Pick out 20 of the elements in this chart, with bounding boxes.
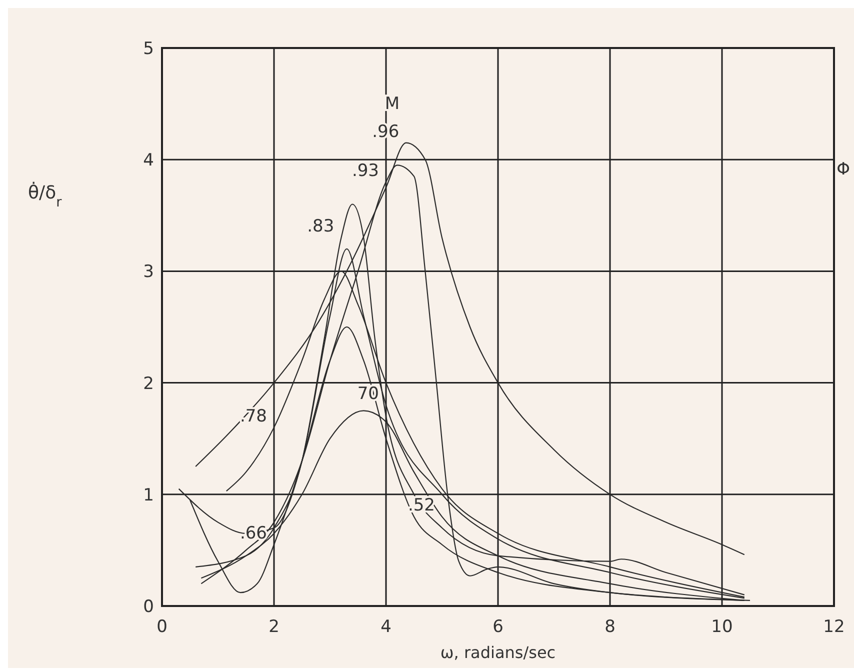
annotation: M: [384, 94, 400, 114]
x-tick-label: 2: [268, 617, 280, 637]
y-tick-label: 3: [143, 262, 154, 282]
annotation: .83: [307, 216, 334, 237]
x-tick-label: 12: [823, 617, 845, 637]
annotation: .78: [240, 406, 267, 426]
y-tick-label: 4: [143, 150, 154, 171]
x-tick-label: 8: [604, 617, 616, 637]
y-tick-label: 2: [143, 374, 154, 394]
y-tick-label: 1: [143, 485, 154, 506]
text: Φ: [836, 159, 850, 180]
x-tick-label: 0: [156, 617, 168, 637]
x-tick-label: 10: [711, 617, 733, 637]
annotation: .93: [352, 160, 379, 181]
x-axis-title: ω, radians/sec: [440, 643, 556, 662]
y-tick-label: 0: [143, 597, 154, 617]
y-tick-label: 5: [143, 39, 154, 59]
x-tick-label: 4: [380, 617, 392, 637]
x-tick-label: 6: [492, 617, 504, 637]
y-axis-title: θ̇/δ$_{r}$: [28, 181, 62, 211]
